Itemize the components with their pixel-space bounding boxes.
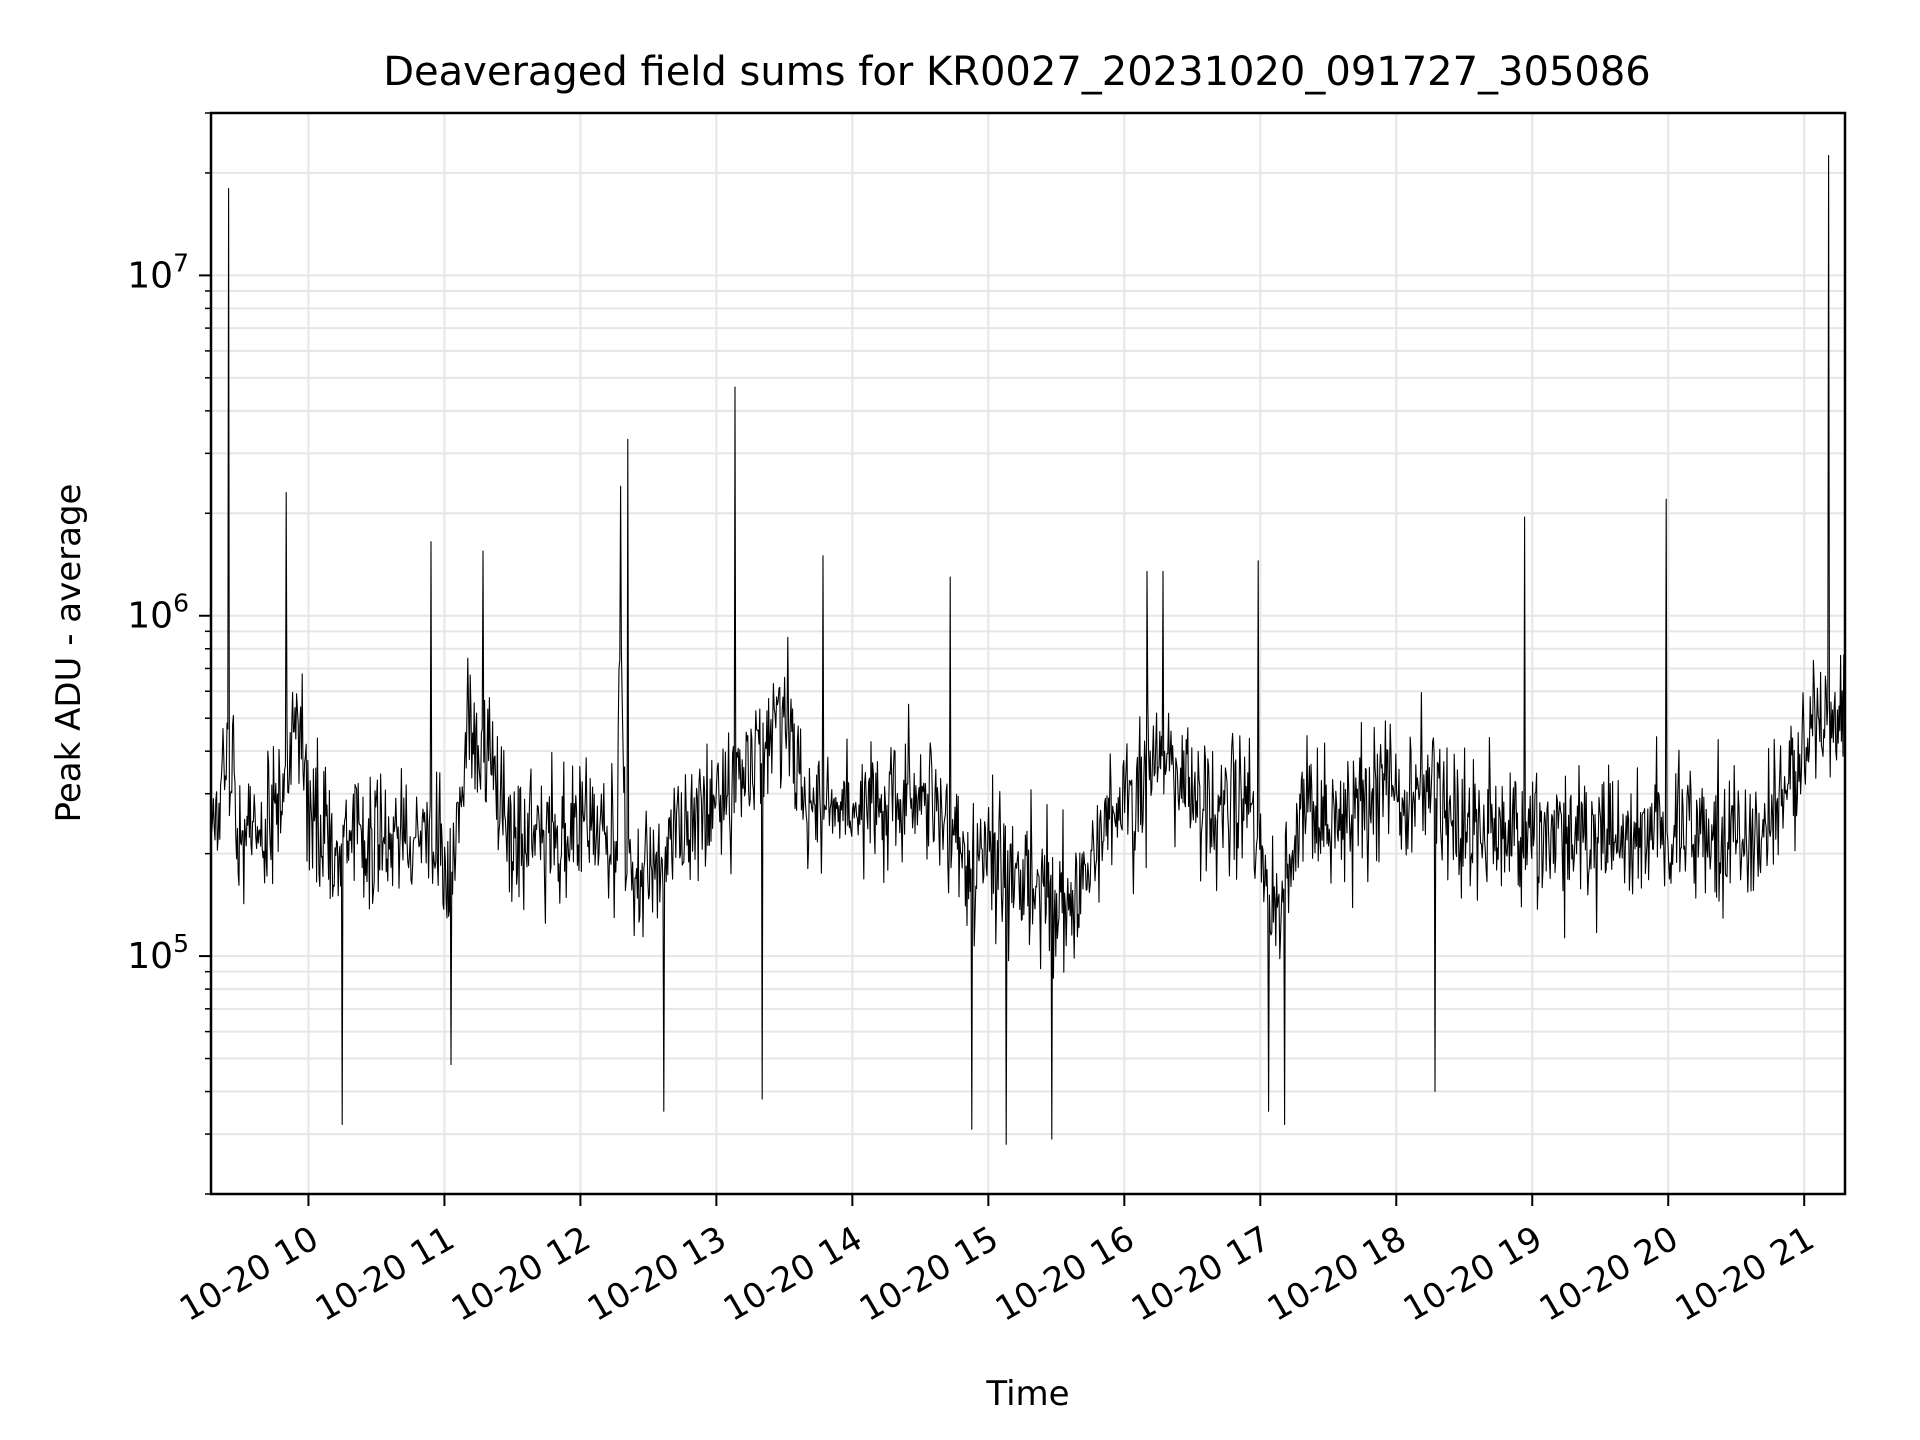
y-tick-label: 105 bbox=[127, 929, 189, 977]
y-axis-label: Peak ADU - average bbox=[49, 484, 89, 823]
plot-frame bbox=[209, 111, 1847, 1196]
chart-title: Deaveraged field sums for KR0027_2023102… bbox=[383, 49, 1651, 95]
y-tick-label: 106 bbox=[127, 589, 189, 637]
data-series bbox=[210, 154, 1846, 1145]
series-line bbox=[210, 154, 1846, 1145]
y-tick-label: 107 bbox=[127, 248, 189, 296]
y-axis: 105 106 107 bbox=[127, 112, 211, 1195]
x-axis-label: Time bbox=[985, 1374, 1069, 1414]
